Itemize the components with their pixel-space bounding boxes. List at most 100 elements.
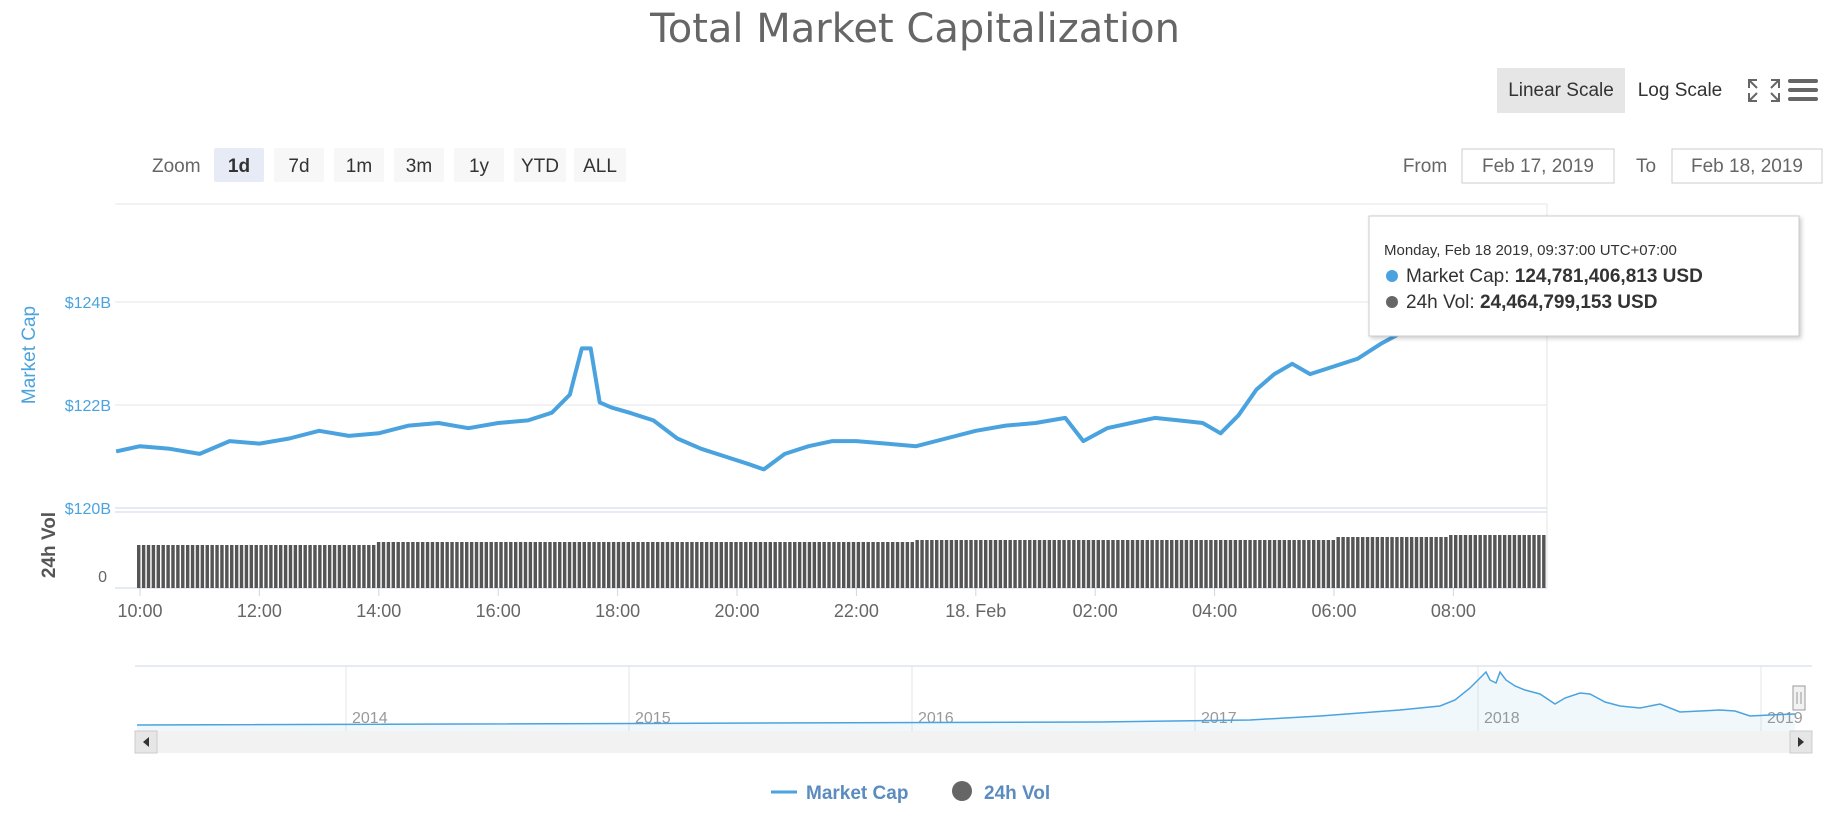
volume-bar — [1116, 540, 1120, 588]
zoom-button-3m[interactable]: 3m — [406, 156, 432, 177]
zoom-button-1y[interactable]: 1y — [469, 156, 490, 177]
volume-bar — [886, 542, 890, 588]
volume-bar — [479, 542, 484, 588]
volume-bar — [714, 542, 719, 588]
navigator[interactable]: 2014 2015 2016 2017 2018 2019 — [134, 665, 1813, 754]
volume-bar — [1174, 540, 1179, 588]
zoom-button-ytd[interactable]: YTD — [521, 156, 559, 177]
volume-bar — [665, 542, 670, 588]
zoom-label: Zoom — [152, 156, 201, 177]
zoom-button-bg[interactable] — [214, 148, 264, 182]
volume-bar — [435, 542, 440, 588]
menu-icon[interactable] — [1788, 79, 1818, 101]
to-date-input[interactable]: Feb 18, 2019 — [1691, 156, 1803, 177]
volume-bar — [376, 542, 381, 588]
volume-bar — [1228, 540, 1233, 588]
volume-bar — [871, 542, 875, 588]
from-date-input[interactable]: Feb 17, 2019 — [1482, 156, 1594, 177]
volume-bar — [352, 545, 356, 588]
volume-bar — [602, 542, 606, 588]
volume-bar — [269, 545, 273, 588]
volume-bar — [1537, 535, 1541, 588]
legend-vol[interactable]: 24h Vol — [984, 783, 1050, 804]
volume-bar — [1160, 540, 1164, 588]
volume-bar — [538, 542, 542, 588]
chart-title: Total Market Capitalization — [649, 6, 1180, 52]
volume-bar — [1321, 540, 1326, 588]
volume-bar — [1086, 540, 1091, 588]
volume-bar — [1346, 537, 1350, 588]
zoom-button-bg[interactable] — [574, 148, 626, 182]
volume-bar — [915, 540, 919, 588]
volume-bar — [1145, 540, 1149, 588]
volume-bar — [974, 540, 978, 588]
volume-bar — [484, 542, 489, 588]
scrollbar-track[interactable] — [135, 731, 1812, 753]
volume-bar — [215, 545, 219, 588]
volume-bar — [416, 542, 420, 588]
log-scale-button[interactable]: Log Scale — [1638, 80, 1723, 101]
volume-bar — [631, 542, 635, 588]
x-tick-label: 18. Feb — [945, 601, 1006, 621]
x-tick-label: 16:00 — [476, 601, 521, 621]
zoom-button-bg[interactable] — [514, 148, 566, 182]
zoom-button-bg[interactable] — [334, 148, 384, 182]
tooltip-vol-marker — [1386, 296, 1398, 308]
legend-marketcap[interactable]: Market Cap — [806, 783, 908, 804]
volume-bar — [430, 542, 435, 588]
volume-bar — [396, 542, 400, 588]
volume-bar — [1356, 537, 1360, 588]
volume-bar — [729, 542, 733, 588]
volume-bar — [367, 545, 371, 588]
volume-bar — [675, 542, 679, 588]
navigator-area — [137, 672, 1795, 731]
from-date-input-box[interactable] — [1461, 148, 1615, 184]
volume-bar — [1018, 540, 1022, 588]
volume-bar — [230, 545, 234, 588]
volume-bar — [210, 545, 214, 588]
volume-bar — [259, 545, 263, 588]
volume-bar — [1081, 540, 1086, 588]
y-tick-label: $124B — [65, 295, 111, 312]
fullscreen-icon[interactable] — [1748, 79, 1780, 102]
x-tick-label: 02:00 — [1073, 601, 1118, 621]
tooltip-vol-row: 24h Vol: 24,464,799,153 USD — [1406, 292, 1657, 313]
volume-bar — [905, 542, 910, 588]
zoom-button-bg[interactable] — [394, 148, 444, 182]
volume-bar — [420, 542, 425, 588]
linear-scale-button-bg[interactable] — [1497, 68, 1625, 113]
navigator-handle[interactable] — [1792, 685, 1806, 711]
volume-bar — [450, 542, 454, 588]
volume-bar — [205, 545, 209, 588]
volume-bar — [460, 542, 464, 588]
vol-axis-title: 24h Vol — [39, 512, 60, 578]
zoom-button-bg[interactable] — [274, 148, 324, 182]
volume-bar — [1209, 540, 1213, 588]
volume-bar — [533, 542, 537, 588]
volume-bar — [709, 542, 714, 588]
zoom-button-1m[interactable]: 1m — [346, 156, 372, 177]
volume-bar — [1488, 535, 1492, 588]
volume-bar — [1238, 540, 1242, 588]
volume-bar — [1121, 540, 1125, 588]
volume-bar — [1057, 540, 1061, 588]
volume-bar — [949, 540, 954, 588]
volume-bar — [1409, 537, 1414, 588]
linear-scale-button[interactable]: Linear Scale — [1508, 80, 1614, 101]
volume-bar — [1023, 540, 1027, 588]
zoom-button-1d[interactable]: 1d — [228, 156, 250, 177]
volume-bar — [1189, 540, 1194, 588]
volume-bar — [1336, 537, 1340, 588]
volume-bar — [1375, 537, 1380, 588]
zoom-button-bg[interactable] — [454, 148, 504, 182]
volume-bar — [1316, 540, 1321, 588]
zoom-button-7d[interactable]: 7d — [288, 156, 309, 177]
volume-bar — [1233, 540, 1238, 588]
volume-bar — [979, 540, 983, 588]
tooltip-marketcap-marker — [1386, 270, 1398, 282]
to-label: To — [1636, 156, 1656, 177]
volume-bar — [1414, 537, 1419, 588]
volume-bar — [494, 542, 498, 588]
zoom-button-all[interactable]: ALL — [583, 156, 617, 177]
to-date-input-box[interactable] — [1671, 148, 1823, 184]
